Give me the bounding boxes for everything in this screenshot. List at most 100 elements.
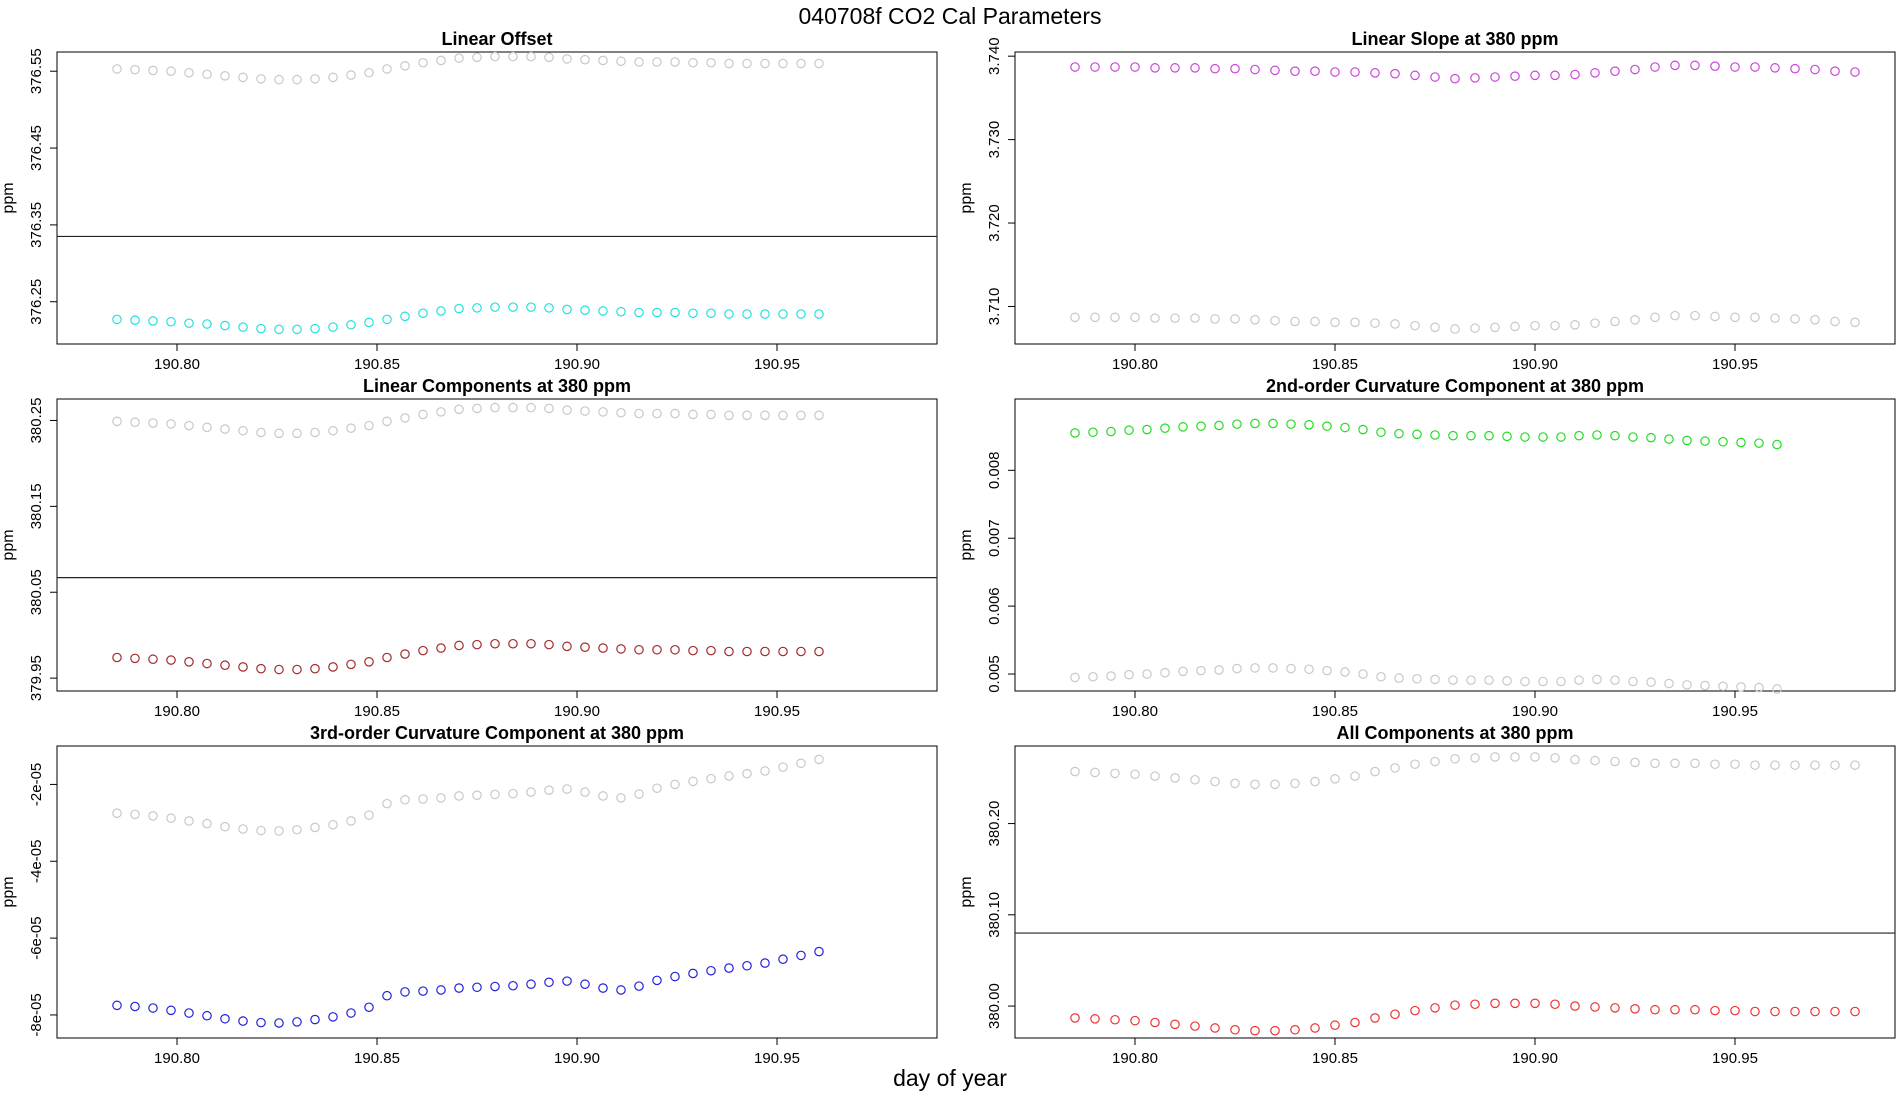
x-tick-label: 190.80 <box>1112 703 1158 720</box>
data-point <box>310 663 320 674</box>
data-point <box>1070 428 1080 438</box>
data-point <box>1350 771 1360 781</box>
data-point <box>580 305 590 315</box>
x-tick-label: 190.90 <box>1512 703 1558 720</box>
data-point <box>1682 435 1692 446</box>
data-point <box>778 954 788 965</box>
data-point <box>1790 63 1800 74</box>
series-previous <box>1070 752 1860 790</box>
data-point <box>454 404 464 415</box>
series-previous <box>112 402 824 439</box>
data-point <box>400 649 410 659</box>
data-point <box>436 55 446 66</box>
data-point <box>328 1012 338 1022</box>
data-point <box>778 410 788 421</box>
data-point <box>1850 67 1860 77</box>
data-point <box>1490 322 1500 333</box>
chart-panel-5: 3rd-order Curvature Component at 380 ppm… <box>0 723 938 1067</box>
data-point <box>616 56 626 67</box>
data-point <box>418 308 428 319</box>
data-point <box>814 754 824 765</box>
x-tick-label: 190.90 <box>554 1050 600 1067</box>
data-point <box>1484 675 1494 685</box>
data-point <box>1130 1015 1140 1026</box>
data-point <box>670 307 680 318</box>
y-tick-label: 380.10 <box>986 892 1003 938</box>
data-point <box>292 428 302 439</box>
figure-xlabel: day of year <box>893 1065 1007 1091</box>
data-point <box>1330 317 1340 328</box>
data-point <box>634 57 644 67</box>
data-point <box>1574 430 1584 441</box>
data-point <box>364 810 374 820</box>
data-point <box>1730 312 1740 323</box>
chart-title: Linear Components at 380 ppm <box>363 376 631 396</box>
data-point <box>364 317 374 328</box>
data-point <box>1230 1024 1240 1035</box>
data-point <box>1350 317 1360 328</box>
y-tick-label: -8e-05 <box>28 993 45 1036</box>
data-point <box>1210 63 1220 74</box>
data-point <box>1286 663 1296 674</box>
data-point <box>526 51 536 62</box>
data-point <box>1232 419 1242 429</box>
data-point <box>418 57 428 68</box>
data-point <box>1466 675 1476 685</box>
data-point <box>1628 676 1638 687</box>
data-point <box>1448 675 1458 685</box>
data-point <box>562 641 572 652</box>
data-point <box>1130 312 1140 323</box>
data-point <box>1750 312 1760 323</box>
data-point <box>742 410 752 421</box>
data-point <box>1290 1024 1300 1035</box>
data-point <box>598 55 608 66</box>
data-point <box>490 981 500 992</box>
series-current <box>1070 418 1782 450</box>
data-point <box>1670 310 1680 321</box>
data-point <box>310 427 320 438</box>
y-tick-label: 3.740 <box>986 37 1003 75</box>
data-point <box>526 787 536 797</box>
data-point <box>1590 318 1600 328</box>
data-point <box>706 57 716 68</box>
data-point <box>472 982 482 993</box>
data-point <box>544 639 554 650</box>
data-point <box>1270 1025 1280 1036</box>
data-point <box>688 57 698 68</box>
data-point <box>526 638 536 649</box>
data-point <box>1770 760 1780 770</box>
series-current <box>112 302 824 335</box>
x-tick-label: 190.80 <box>154 703 200 720</box>
x-tick-label: 190.90 <box>554 703 600 720</box>
data-point <box>670 408 680 419</box>
data-point <box>1250 418 1260 429</box>
data-point <box>1310 316 1320 327</box>
x-tick-label: 190.90 <box>554 356 600 373</box>
data-point <box>1590 68 1600 78</box>
data-point <box>292 824 302 835</box>
data-point <box>1110 312 1120 323</box>
data-point <box>1610 675 1620 685</box>
data-point <box>364 67 374 78</box>
data-point <box>472 403 482 414</box>
data-point <box>1340 422 1350 433</box>
plot-frame <box>1014 745 1896 1039</box>
data-point <box>436 985 446 995</box>
plot-frame <box>56 51 938 345</box>
y-tick-label: -6e-05 <box>28 916 45 959</box>
data-point <box>1690 60 1700 71</box>
data-point <box>436 793 446 803</box>
x-tick-label: 190.80 <box>154 356 200 373</box>
data-point <box>1610 316 1620 327</box>
data-point <box>1610 1003 1620 1013</box>
data-point <box>706 409 716 420</box>
x-tick-label: 190.95 <box>1712 356 1758 373</box>
data-point <box>1150 1017 1160 1028</box>
data-point <box>1590 755 1600 766</box>
data-point <box>202 422 212 433</box>
x-tick-label: 190.95 <box>1712 703 1758 720</box>
data-point <box>796 58 806 69</box>
data-point <box>814 410 824 421</box>
y-tick-label: 376.35 <box>28 202 45 248</box>
data-point <box>364 1002 374 1013</box>
